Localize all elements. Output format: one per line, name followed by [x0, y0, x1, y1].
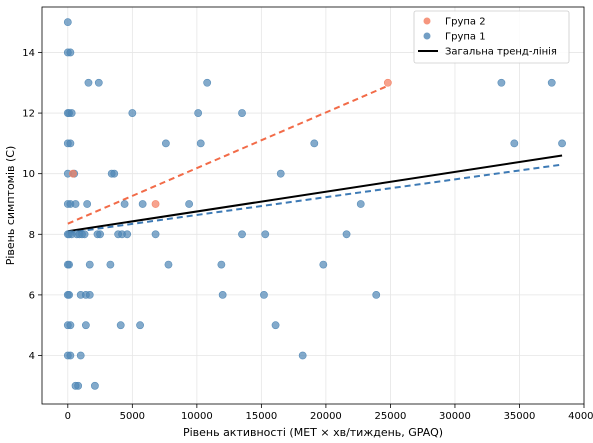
data-point	[151, 230, 160, 239]
y-axis-label: Рівень симптомів (С)	[4, 146, 17, 266]
plot-frame	[41, 6, 585, 405]
data-point	[76, 351, 85, 360]
data-point	[238, 109, 246, 117]
x-tick-label: 40000	[568, 411, 593, 422]
data-point	[85, 260, 94, 269]
series-group-2	[69, 78, 392, 208]
legend-label-overall: Загальна тренд-лінія	[445, 46, 557, 58]
data-point	[136, 321, 144, 330]
y-tick-label: 12	[22, 109, 35, 120]
legend: Група 2 Група 1 Загальна тренд-лінія	[413, 10, 570, 64]
legend-label-group-2: Група 2	[445, 17, 486, 28]
legend-marker-group-2	[423, 17, 431, 25]
data-point	[138, 200, 147, 208]
data-point	[123, 230, 132, 239]
data-point	[271, 321, 280, 330]
data-point	[217, 260, 226, 269]
y-tick-label: 6	[29, 290, 35, 301]
data-point	[238, 230, 246, 239]
data-point	[67, 109, 76, 117]
data-point	[261, 230, 270, 239]
data-point	[356, 200, 365, 208]
data-point	[161, 139, 170, 148]
data-point	[74, 381, 83, 390]
data-point	[63, 18, 72, 27]
data-point	[547, 78, 556, 87]
data-point	[164, 260, 173, 269]
grid	[42, 7, 585, 404]
x-tick-label: 35000	[504, 411, 536, 422]
legend-label-group-1: Група 1	[445, 32, 486, 43]
axis-ticks: 0 5000 10000 15000 20000 25000 30000 35000 40000…	[22, 48, 593, 422]
data-point	[185, 200, 194, 208]
data-point	[510, 139, 519, 148]
data-point	[65, 291, 73, 299]
x-tick-label: 25000	[375, 411, 407, 422]
data-point	[83, 200, 92, 208]
data-point	[558, 139, 566, 148]
data-point	[81, 321, 90, 330]
trend-lines	[67, 84, 563, 234]
data-point	[276, 169, 285, 178]
data-point	[218, 291, 227, 299]
data-point	[116, 321, 125, 330]
data-point	[66, 139, 75, 148]
data-point	[319, 260, 328, 269]
data-point	[84, 78, 93, 87]
data-point	[298, 351, 307, 360]
data-point	[203, 78, 212, 87]
data-point	[194, 109, 203, 117]
data-point	[66, 321, 75, 330]
data-point	[383, 78, 392, 87]
data-point	[65, 260, 73, 269]
data-point	[260, 291, 268, 299]
data-point	[128, 109, 137, 117]
trend-line	[67, 163, 563, 234]
data-point	[196, 139, 205, 148]
data-point	[120, 200, 129, 208]
data-point	[66, 48, 75, 57]
x-tick-label: 30000	[439, 411, 471, 422]
data-point	[69, 169, 77, 178]
x-tick-label: 0	[65, 411, 71, 422]
x-axis-label: Рівень активності (MET × хв/тиждень, GPA…	[183, 426, 443, 439]
y-tick-label: 4	[29, 351, 35, 362]
data-point	[372, 291, 381, 299]
y-tick-label: 10	[22, 169, 35, 180]
legend-box	[413, 10, 570, 64]
data-point	[310, 139, 319, 148]
data-point	[80, 230, 89, 239]
data-point	[66, 351, 75, 360]
legend-marker-group-1	[423, 32, 431, 40]
y-tick-label: 8	[29, 230, 35, 241]
data-point	[106, 260, 115, 269]
x-tick-label: 5000	[120, 411, 145, 422]
data-point	[71, 200, 80, 208]
y-tick-label: 14	[22, 48, 35, 59]
x-tick-label: 10000	[181, 411, 213, 422]
data-point	[151, 200, 160, 208]
trend-line	[67, 154, 563, 233]
trend-line	[67, 84, 389, 225]
data-point	[96, 230, 104, 239]
data-point	[91, 381, 99, 390]
data-point	[497, 78, 506, 87]
data-point	[94, 78, 103, 87]
data-point	[342, 230, 351, 239]
data-point	[110, 169, 119, 178]
x-tick-label: 15000	[245, 411, 277, 422]
x-tick-label: 20000	[310, 411, 342, 422]
series-group-1	[63, 18, 566, 390]
data-point	[85, 291, 94, 299]
